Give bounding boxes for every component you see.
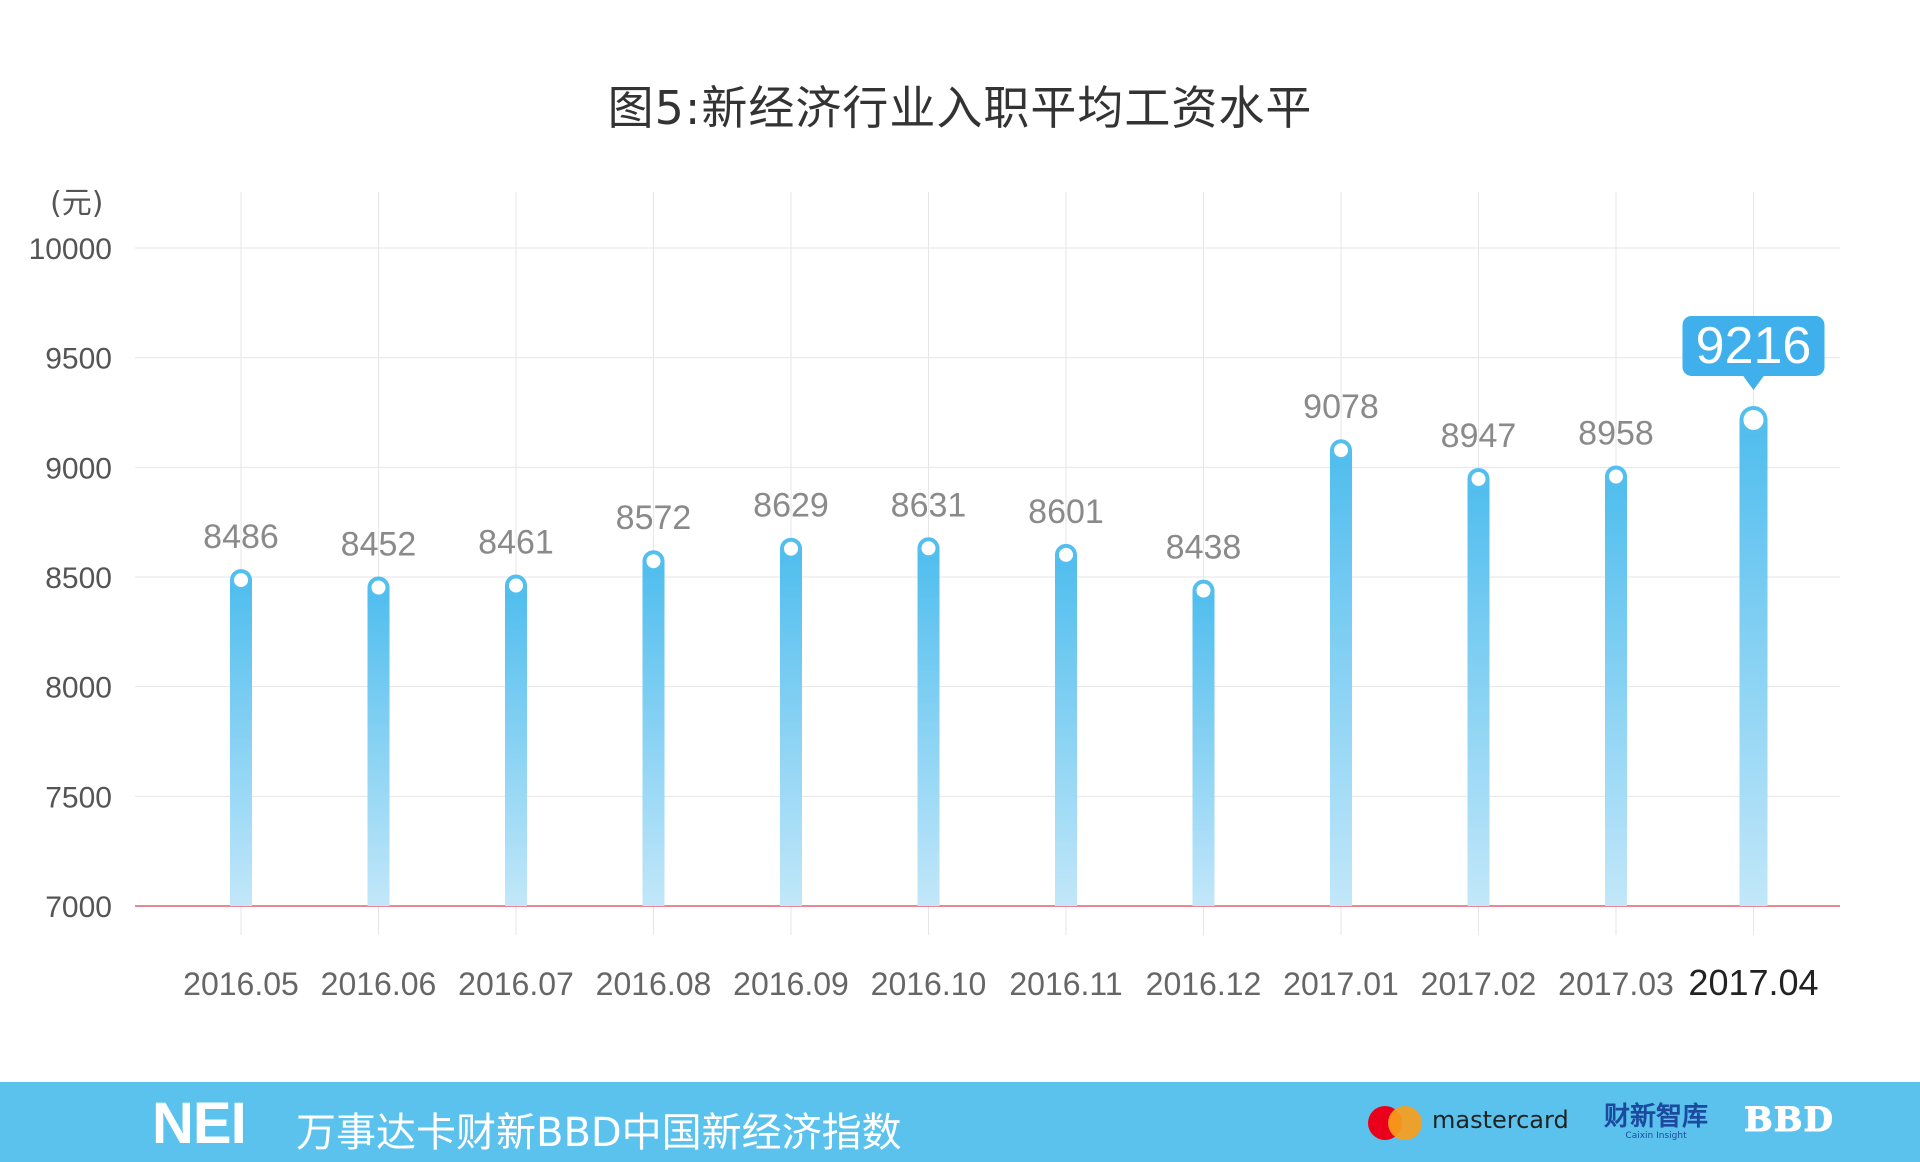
bar-top-marker xyxy=(1605,465,1627,488)
chart-title: 图5:新经济行业入职平均工资水平 xyxy=(607,81,1313,135)
bar-top-marker xyxy=(367,576,390,599)
x-tick-labels: 2016.05 2016.06 2016.07 2016.08 2016.09 2016.… xyxy=(183,962,1818,1003)
x-tick-label: 2016.12 xyxy=(1146,966,1262,1002)
bar xyxy=(230,580,252,906)
bar xyxy=(505,585,527,906)
footer-text: 万事达卡财新BBD中国新经济指数 xyxy=(296,1110,902,1156)
x-tick-label: 2016.07 xyxy=(458,966,574,1002)
bar xyxy=(367,587,390,906)
y-tick-label: 8000 xyxy=(45,672,112,705)
x-tick-label: 2017.04 xyxy=(1688,962,1818,1003)
callout-pointer xyxy=(1742,374,1765,390)
caixin-name: 财新智库 xyxy=(1604,1102,1709,1132)
y-axis-unit: (元) xyxy=(50,186,103,221)
data-label: 8461 xyxy=(478,524,554,562)
data-label: 8572 xyxy=(616,499,692,537)
x-tick-label: 2016.05 xyxy=(183,966,299,1002)
bar xyxy=(1192,590,1215,906)
x-tick-label: 2016.06 xyxy=(321,966,437,1002)
bar xyxy=(1605,476,1627,906)
footer-banner: NEI 万事达卡财新BBD中国新经济指数 mastercard 财新智库 Cai… xyxy=(0,1082,1920,1162)
bar xyxy=(917,548,940,906)
bar-top-marker xyxy=(917,537,940,560)
mastercard-logo-icon xyxy=(1368,1106,1422,1140)
y-tick-label: 10000 xyxy=(29,233,112,266)
data-label: 8947 xyxy=(1441,417,1517,455)
caixin-english: Caixin Insight xyxy=(1625,1131,1687,1141)
y-tick-label: 7000 xyxy=(45,891,112,924)
x-tick-label: 2017.01 xyxy=(1283,966,1399,1002)
bar-top-marker xyxy=(1739,405,1768,434)
x-tick-label: 2017.03 xyxy=(1558,966,1674,1002)
data-label: 8438 xyxy=(1166,529,1242,567)
bar-top-marker xyxy=(780,537,802,560)
data-label: 8629 xyxy=(753,487,829,525)
x-tick-label: 2017.02 xyxy=(1421,966,1537,1002)
bar xyxy=(1739,419,1768,906)
data-label: 8486 xyxy=(203,518,279,556)
bar-top-marker xyxy=(1055,543,1077,566)
bar xyxy=(780,548,802,906)
bar xyxy=(1055,554,1077,906)
y-tick-labels: 10000 9500 9000 8500 8000 7500 7000 xyxy=(29,233,112,924)
bar-top-marker xyxy=(642,550,665,573)
y-tick-label: 9500 xyxy=(45,343,112,376)
x-tick-label: 2016.10 xyxy=(871,966,987,1002)
data-label: 8958 xyxy=(1578,415,1654,453)
x-tick-label: 2016.08 xyxy=(596,966,712,1002)
bar xyxy=(1330,450,1352,906)
bar-top-marker xyxy=(1192,579,1215,602)
mastercard-wordmark: mastercard xyxy=(1432,1106,1569,1134)
nei-logo: NEI xyxy=(152,1091,247,1156)
highlight-callout: 9216 xyxy=(1682,315,1825,390)
bar xyxy=(642,561,665,906)
bar-top-marker xyxy=(505,574,527,597)
y-tick-label: 9000 xyxy=(45,452,112,485)
bar-top-marker xyxy=(1467,467,1490,490)
y-tick-label: 8500 xyxy=(45,562,112,595)
caixin-logo: 财新智库 Caixin Insight xyxy=(1604,1096,1708,1141)
bars-layer: 8486 8452 8461 8572 8629 8631 8601 8438 9078 8947… xyxy=(203,388,1768,906)
data-label: 9078 xyxy=(1303,388,1379,426)
bar-top-marker xyxy=(1330,439,1352,462)
data-label: 8631 xyxy=(891,486,967,524)
bar-top-marker xyxy=(230,569,252,592)
data-label: 8452 xyxy=(341,526,417,564)
x-tick-label: 2016.11 xyxy=(1009,966,1122,1002)
callout-label: 9216 xyxy=(1696,317,1812,375)
bar xyxy=(1467,478,1490,906)
data-label: 8601 xyxy=(1028,493,1104,531)
callout-box xyxy=(1682,315,1825,376)
bbd-logo: BBD xyxy=(1744,1100,1834,1141)
x-tick-label: 2016.09 xyxy=(733,966,849,1002)
y-tick-label: 7500 xyxy=(45,781,112,814)
